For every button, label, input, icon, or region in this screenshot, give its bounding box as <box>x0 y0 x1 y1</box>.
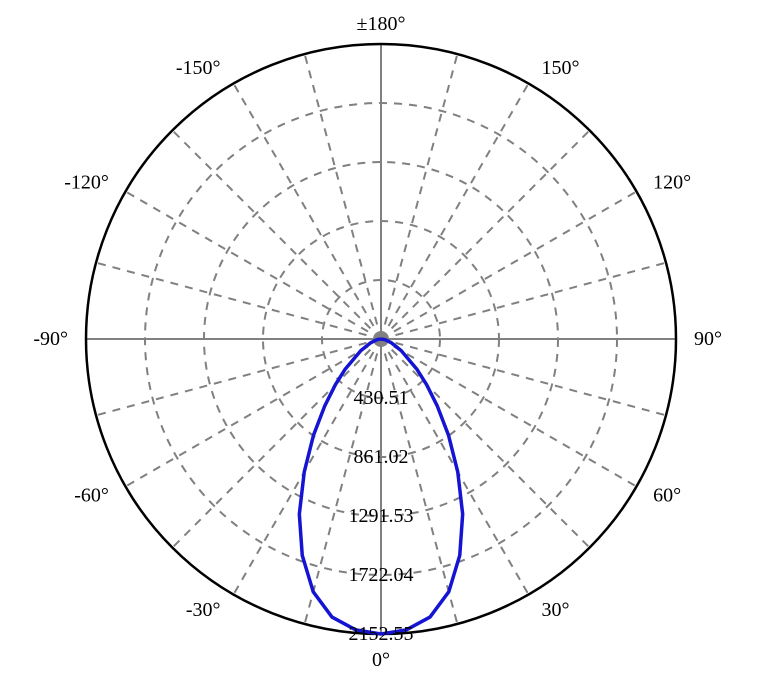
grid-spoke <box>172 130 381 339</box>
radial-tick-label: 1291.53 <box>349 505 414 527</box>
radial-tick-label: 1722.04 <box>349 564 414 586</box>
angle-tick-label: 90° <box>694 328 722 350</box>
grid-spoke <box>381 192 636 340</box>
radial-tick-label: 2152.55 <box>349 623 414 645</box>
grid-spoke <box>305 54 381 339</box>
angle-tick-label: -120° <box>64 172 109 194</box>
grid-spoke <box>381 54 457 339</box>
grid-spoke <box>234 84 382 339</box>
grid-spoke <box>381 339 636 487</box>
angle-tick-label: 60° <box>653 485 681 507</box>
polar-chart: 430.51 861.02 1291.53 1722.04 2152.55 0° 30° 6… <box>0 0 760 692</box>
grid-spoke <box>126 192 381 340</box>
grid-spoke <box>381 263 666 339</box>
angle-tick-label: -90° <box>33 328 68 350</box>
grid-spoke <box>381 130 590 339</box>
angle-tick-label: 0° <box>372 649 390 671</box>
angle-tick-label: -30° <box>186 599 221 621</box>
angle-tick-label: 120° <box>653 172 691 194</box>
angle-tick-label: -150° <box>176 57 221 79</box>
grid-spoke <box>96 263 381 339</box>
angle-tick-label: 30° <box>542 599 570 621</box>
grid-spoke <box>126 339 381 487</box>
angle-tick-label: ±180° <box>357 13 406 35</box>
radial-tick-label: 430.51 <box>354 387 409 409</box>
angle-tick-label: 150° <box>542 57 580 79</box>
grid-spoke <box>381 84 529 339</box>
radial-tick-label: 861.02 <box>354 446 409 468</box>
angle-tick-label: -60° <box>74 485 109 507</box>
